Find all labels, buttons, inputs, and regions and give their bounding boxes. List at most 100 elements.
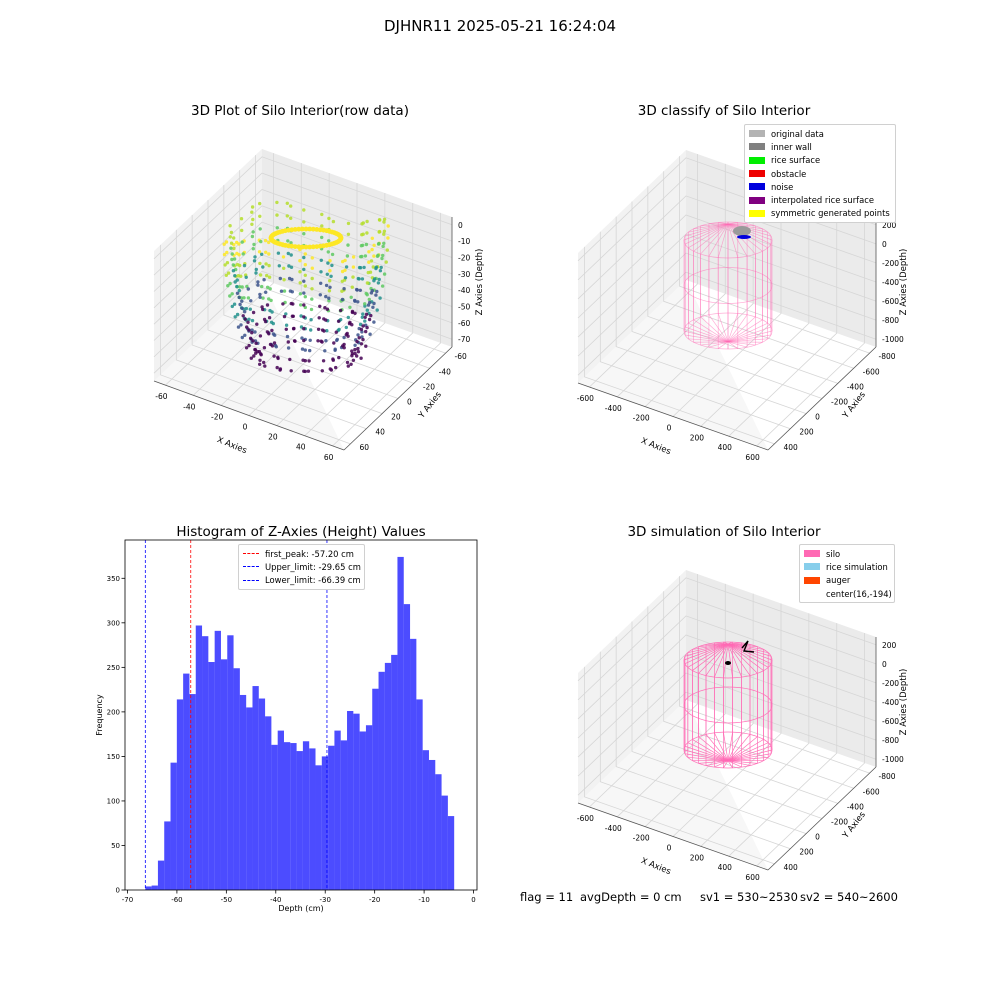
x-tick-label: -50 — [221, 896, 232, 904]
raw-point — [369, 291, 374, 295]
raw-surface-point — [292, 227, 298, 232]
x-gridline — [589, 154, 698, 388]
legend-swatch — [749, 183, 765, 191]
histogram-bar — [145, 886, 152, 890]
raw-point — [258, 201, 262, 206]
raw-point — [364, 329, 368, 334]
z-tick-label: -400 — [882, 698, 899, 707]
histogram-bar — [157, 860, 165, 890]
silo-cone-line — [727, 760, 733, 769]
x-tick-label: -600 — [577, 814, 594, 823]
x-axis-label: X Axies — [639, 856, 672, 877]
raw-point — [350, 349, 354, 353]
legend-entry: noise — [749, 180, 891, 193]
y-tick-label: -400 — [847, 802, 864, 811]
raw-point — [250, 205, 255, 209]
raw-surface-point — [338, 234, 344, 240]
histogram-bar — [195, 625, 203, 890]
raw-surface-point — [299, 226, 305, 232]
raw-point — [346, 221, 351, 226]
raw-point — [278, 367, 283, 371]
raw-point — [249, 356, 253, 360]
raw-point — [322, 329, 326, 333]
silo-roof-line — [727, 223, 772, 245]
raw-point — [377, 218, 382, 222]
z-tick-label: -70 — [458, 335, 470, 344]
raw-point — [244, 275, 248, 279]
silo-mid-ring — [683, 267, 773, 304]
y-gridline — [679, 576, 870, 774]
raw-point — [233, 274, 237, 278]
raw-point — [267, 263, 271, 268]
raw-point — [269, 320, 274, 324]
x-tick-label: 200 — [690, 433, 705, 442]
x-gridline — [220, 173, 330, 406]
raw-point — [264, 290, 268, 294]
raw-point — [251, 230, 255, 234]
raw-point — [382, 241, 386, 245]
x-tick-label: -10 — [418, 896, 429, 904]
raw-point — [302, 232, 306, 236]
silo-cone-line — [727, 756, 769, 762]
histogram-bar — [296, 751, 303, 890]
flag-text: flag = 11 — [520, 890, 574, 904]
silo-cone-line — [717, 313, 729, 342]
raw-point — [348, 305, 352, 309]
raw-point — [261, 265, 265, 269]
raw-point — [380, 284, 385, 288]
raw-point — [275, 365, 279, 370]
raw-point — [358, 266, 363, 270]
raw-surface-point — [303, 244, 309, 250]
silo-cone-line — [727, 330, 773, 343]
raw-point — [326, 250, 330, 254]
silo-cone-line — [727, 739, 764, 762]
raw-point — [302, 291, 306, 295]
raw-point — [285, 214, 289, 218]
z-tick-label: 0 — [882, 660, 887, 669]
raw-point — [260, 284, 264, 289]
raw-point — [264, 250, 268, 254]
z-tick-label: 200 — [882, 221, 897, 230]
x-tick-label: 600 — [745, 453, 760, 462]
y-gridline — [647, 186, 838, 384]
raw-point — [386, 236, 390, 240]
raw-point — [382, 232, 386, 236]
histogram-bar — [309, 748, 316, 890]
y-gridline — [584, 666, 775, 865]
raw-point — [248, 336, 253, 340]
raw-point — [324, 339, 328, 343]
raw-point — [343, 276, 348, 280]
z-axis-label: Z Axies (Depth) — [899, 669, 909, 736]
y-tick-label: 20 — [391, 413, 401, 422]
x-axis-label: Depth (cm) — [278, 904, 323, 913]
raw-point — [228, 224, 232, 228]
raw-point — [285, 201, 289, 205]
silo-roof-line — [727, 643, 733, 678]
raw-point — [286, 340, 290, 344]
z-gridline — [153, 238, 453, 341]
histogram-bar — [384, 662, 392, 890]
y-gridline — [584, 246, 775, 445]
x-gridline — [304, 202, 414, 437]
silo-cone-line — [718, 341, 729, 349]
raw-point — [358, 288, 362, 292]
raw-point — [360, 315, 364, 319]
y-tick-label: 100 — [107, 797, 120, 805]
raw-point — [368, 300, 372, 305]
classify-axis-ticks: -600-400-20002004006004002000-200-400-60… — [577, 221, 909, 462]
raw-point — [303, 295, 307, 299]
raw-point — [329, 274, 333, 278]
raw-point — [299, 314, 303, 318]
raw-point — [320, 235, 324, 240]
y-tick-label: 60 — [359, 443, 369, 452]
raw-point — [334, 365, 338, 370]
raw-point — [378, 296, 382, 300]
raw-point — [260, 305, 264, 309]
sv1-text: sv1 = 530~2530 — [700, 890, 798, 904]
raw-point — [241, 314, 245, 318]
raw-point — [382, 229, 387, 233]
z-axis-label: Z Axies (Depth) — [899, 249, 909, 316]
raw-point — [237, 295, 241, 300]
raw-point — [358, 322, 363, 327]
silo-cone-line — [684, 753, 729, 762]
